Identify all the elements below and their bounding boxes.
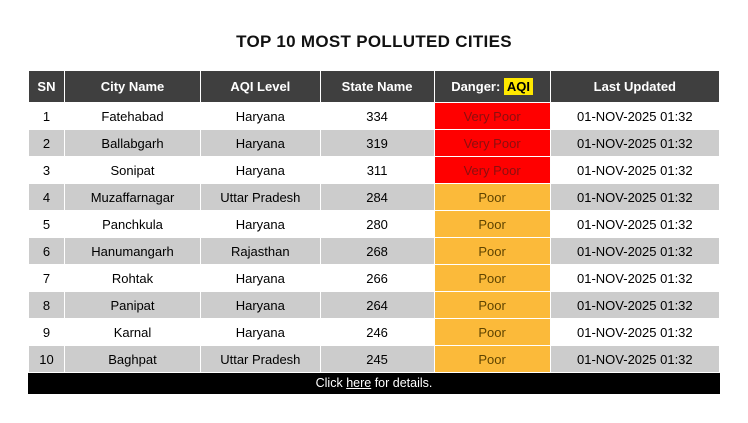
table-row: 8 Panipat Haryana 264 Poor 01-NOV-2025 0… [28, 291, 721, 319]
table-row: 7 Rohtak Haryana 266 Poor 01-NOV-2025 01… [28, 264, 721, 292]
state-cell: 334 [319, 102, 435, 130]
table-row: 2 Ballabgarh Haryana 319 Very Poor 01-NO… [28, 129, 721, 157]
sn-cell: 1 [28, 102, 65, 130]
footer-text-after: for details. [371, 376, 433, 390]
updated-cell: 01-NOV-2025 01:32 [549, 291, 721, 319]
table-row: 10 Baghpat Uttar Pradesh 245 Poor 01-NOV… [28, 345, 721, 373]
aqi-level-cell: Haryana [200, 129, 321, 157]
city-cell: Baghpat [63, 345, 202, 373]
city-cell: Fatehabad [63, 102, 202, 130]
danger-cell: Very Poor [433, 102, 551, 130]
updated-cell: 01-NOV-2025 01:32 [549, 183, 721, 211]
aqi-level-cell: Haryana [200, 291, 321, 319]
sn-cell: 8 [28, 291, 65, 319]
header-state-name: State Name [319, 70, 435, 103]
danger-cell: Very Poor [433, 156, 551, 184]
danger-cell: Poor [433, 237, 551, 265]
aqi-level-cell: Uttar Pradesh [200, 183, 321, 211]
aqi-level-cell: Uttar Pradesh [200, 345, 321, 373]
danger-cell: Poor [433, 345, 551, 373]
danger-cell: Very Poor [433, 129, 551, 157]
table-row: 5 Panchkula Haryana 280 Poor 01-NOV-2025… [28, 210, 721, 238]
sn-cell: 4 [28, 183, 65, 211]
sn-cell: 10 [28, 345, 65, 373]
sn-cell: 9 [28, 318, 65, 346]
aqi-level-cell: Haryana [200, 264, 321, 292]
updated-cell: 01-NOV-2025 01:32 [549, 156, 721, 184]
city-cell: Muzaffarnagar [63, 183, 202, 211]
table-row: 3 Sonipat Haryana 311 Very Poor 01-NOV-2… [28, 156, 721, 184]
table-row: 9 Karnal Haryana 246 Poor 01-NOV-2025 01… [28, 318, 721, 346]
updated-cell: 01-NOV-2025 01:32 [549, 237, 721, 265]
details-link[interactable]: here [346, 376, 372, 390]
city-cell: Panchkula [63, 210, 202, 238]
city-cell: Karnal [63, 318, 202, 346]
table-row: 4 Muzaffarnagar Uttar Pradesh 284 Poor 0… [28, 183, 721, 211]
city-cell: Rohtak [63, 264, 202, 292]
header-sn: SN [28, 70, 65, 103]
aqi-level-cell: Haryana [200, 210, 321, 238]
city-cell: Panipat [63, 291, 202, 319]
state-cell: 311 [319, 156, 435, 184]
header-last-updated: Last Updated [549, 70, 721, 103]
polluted-cities-table: SN City Name AQI Level State Name Danger… [28, 70, 721, 373]
polluted-cities-table-wrap: SN City Name AQI Level State Name Danger… [28, 70, 721, 394]
sn-cell: 3 [28, 156, 65, 184]
sn-cell: 2 [28, 129, 65, 157]
header-danger: Danger: AQI [433, 70, 551, 103]
state-cell: 319 [319, 129, 435, 157]
sn-cell: 6 [28, 237, 65, 265]
header-city-name: City Name [63, 70, 202, 103]
state-cell: 264 [319, 291, 435, 319]
aqi-highlight: AQI [503, 78, 534, 95]
footer-text-before: Click [315, 376, 347, 390]
state-cell: 266 [319, 264, 435, 292]
sn-cell: 7 [28, 264, 65, 292]
aqi-level-cell: Haryana [200, 102, 321, 130]
header-aqi-level: AQI Level [200, 70, 321, 103]
city-cell: Ballabgarh [63, 129, 202, 157]
danger-cell: Poor [433, 183, 551, 211]
updated-cell: 01-NOV-2025 01:32 [549, 345, 721, 373]
updated-cell: 01-NOV-2025 01:32 [549, 129, 721, 157]
aqi-level-cell: Haryana [200, 318, 321, 346]
aqi-level-cell: Rajasthan [200, 237, 321, 265]
state-cell: 246 [319, 318, 435, 346]
danger-label: Danger: [451, 79, 504, 94]
updated-cell: 01-NOV-2025 01:32 [549, 264, 721, 292]
state-cell: 280 [319, 210, 435, 238]
city-cell: Sonipat [63, 156, 202, 184]
danger-cell: Poor [433, 264, 551, 292]
table-row: 6 Hanumangarh Rajasthan 268 Poor 01-NOV-… [28, 237, 721, 265]
city-cell: Hanumangarh [63, 237, 202, 265]
updated-cell: 01-NOV-2025 01:32 [549, 318, 721, 346]
danger-cell: Poor [433, 318, 551, 346]
sn-cell: 5 [28, 210, 65, 238]
state-cell: 268 [319, 237, 435, 265]
danger-cell: Poor [433, 291, 551, 319]
aqi-level-cell: Haryana [200, 156, 321, 184]
danger-cell: Poor [433, 210, 551, 238]
state-cell: 284 [319, 183, 435, 211]
updated-cell: 01-NOV-2025 01:32 [549, 210, 721, 238]
updated-cell: 01-NOV-2025 01:32 [549, 102, 721, 130]
state-cell: 245 [319, 345, 435, 373]
table-row: 1 Fatehabad Haryana 334 Very Poor 01-NOV… [28, 102, 721, 130]
header-row: SN City Name AQI Level State Name Danger… [28, 70, 721, 103]
page-title: TOP 10 MOST POLLUTED CITIES [236, 32, 512, 51]
details-footer-bar: Click here for details. [28, 373, 720, 394]
